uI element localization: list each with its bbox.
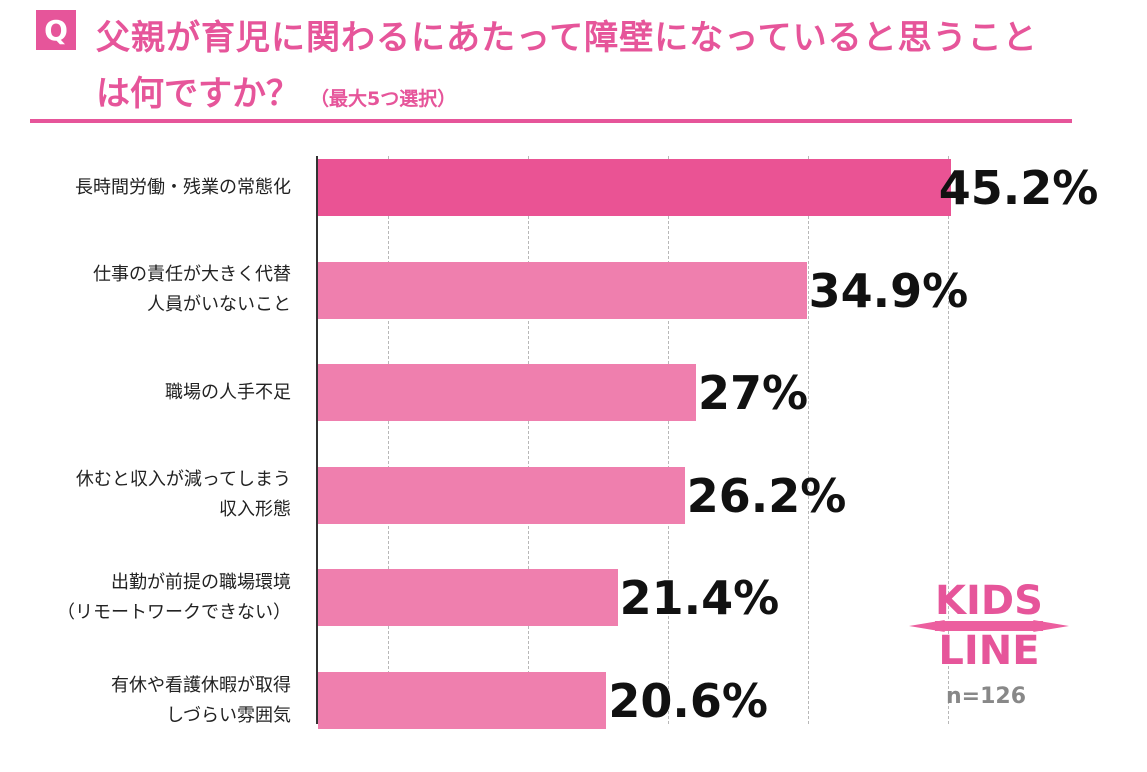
kidsline-logo: KIDS LINE (909, 580, 1069, 670)
category-label-line: 収入形態 (219, 499, 291, 521)
category-label-line: 出勤が前提の職場環境 (111, 571, 291, 593)
category-label-5: 有休や看護休暇が取得しづらい雰囲気 (111, 671, 291, 731)
bar-1 (318, 261, 807, 319)
logo-text-bottom: LINE (938, 628, 1039, 670)
question-title-line2-text: は何ですか？ (96, 74, 300, 114)
category-label-line: 長時間労働・残業の常態化 (75, 176, 291, 198)
category-label-line: 職場の人手不足 (165, 381, 291, 403)
category-label-2: 職場の人手不足 (165, 378, 291, 408)
category-label-line: 仕事の責任が大きく代替 (93, 264, 291, 286)
title-underline (30, 119, 1072, 123)
value-label-4: 21.4% (619, 571, 780, 626)
category-label-0: 長時間労働・残業の常態化 (75, 173, 291, 203)
bar-0 (318, 159, 951, 216)
logo-text-top: KIDS (935, 580, 1043, 624)
bar-2 (318, 364, 696, 422)
category-label-line: 有休や看護休暇が取得 (111, 674, 291, 696)
value-label-0: 45.2% (938, 161, 1099, 215)
question-title-line1: 父親が育児に関わるにあたって障壁になっていると思うこと (96, 18, 1038, 58)
value-label-3: 26.2% (686, 468, 847, 523)
bar-3 (318, 466, 685, 524)
sample-size-note: n=126 (946, 684, 1027, 709)
bar-4 (318, 569, 618, 627)
gridline (808, 156, 809, 724)
category-label-3: 休むと収入が減ってしまう収入形態 (76, 465, 291, 525)
question-note: （最大5つ選択） (310, 88, 457, 110)
y-axis-line (316, 156, 318, 724)
value-label-5: 20.6% (608, 674, 768, 728)
logo-ribbon-icon (909, 620, 1069, 632)
category-label-line: （リモートワークできない） (57, 601, 291, 623)
gridline (948, 156, 949, 724)
bar-5 (318, 672, 607, 729)
category-label-line: しづらい雰囲気 (166, 704, 291, 726)
category-label-4: 出勤が前提の職場環境 （リモートワークできない） (57, 568, 291, 628)
gridline (668, 156, 669, 724)
category-label-line: 休むと収入が減ってしまう (75, 469, 291, 491)
category-label-line: 人員がいないこと (147, 294, 291, 316)
category-label-1: 仕事の責任が大きく代替人員がいないこと (93, 260, 291, 320)
gridline (528, 156, 529, 724)
value-label-2: 27% (698, 366, 809, 421)
gridline (388, 156, 389, 724)
value-label-1: 34.9% (808, 263, 969, 318)
question-badge: Q (36, 10, 76, 50)
question-title-line2: は何ですか？ （最大5つ選択） (96, 66, 456, 115)
